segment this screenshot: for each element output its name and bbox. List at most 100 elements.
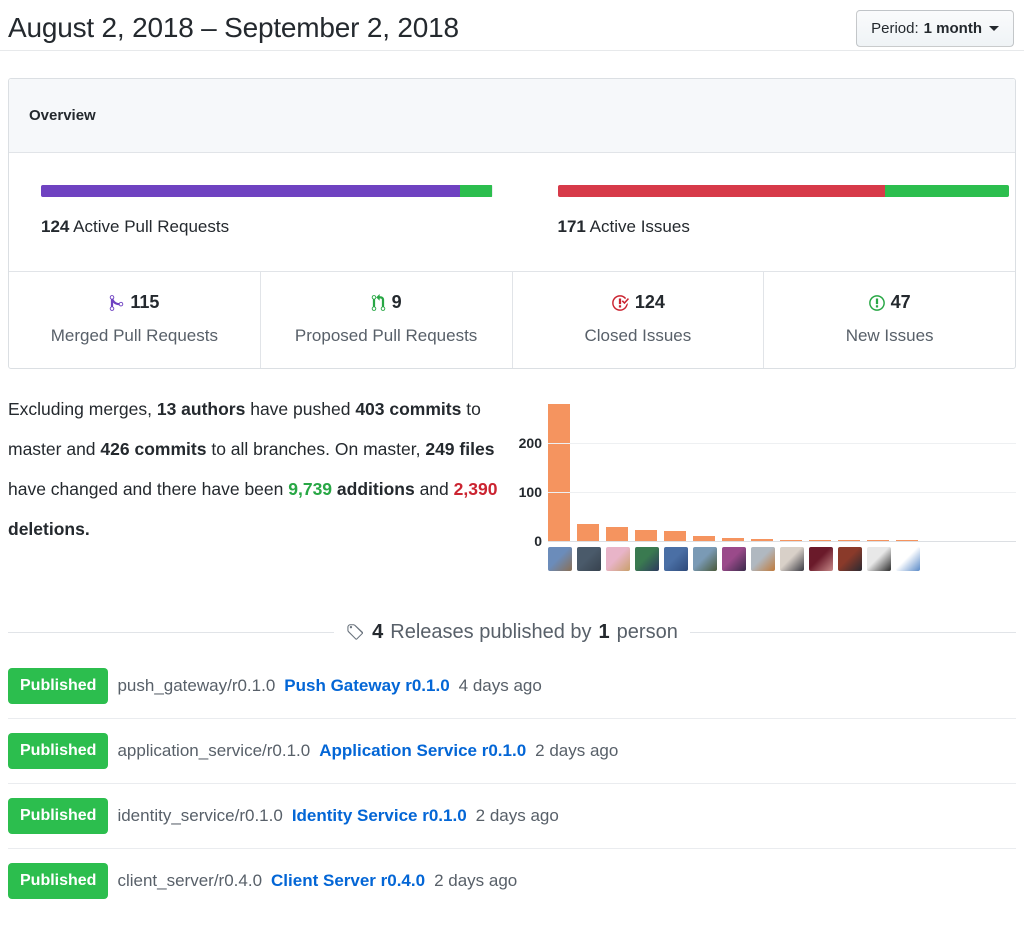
contributor-avatars-row [548,546,1016,571]
contributor-avatar[interactable] [606,546,630,571]
commit-bar[interactable] [751,538,773,542]
deletions-count: 2,390 [453,478,498,499]
issues-progress-bar [557,185,1009,197]
header-rule-right [689,631,1016,633]
active-pull-requests-label: 124 Active Pull Requests [41,217,230,236]
release-title-link[interactable]: Client Server r0.4.0 [271,870,426,890]
release-title-link[interactable]: Application Service r0.1.0 [319,740,527,760]
published-badge: Published [8,797,109,834]
y-tick-label: 0 [534,532,542,549]
git-pull-request-icon [371,293,385,311]
page-title: August 2, 2018 – September 2, 2018 [8,12,459,43]
overview-card: Overview 124 Active Pull Requests 17 [8,78,1016,369]
contributor-avatar[interactable] [722,546,746,571]
release-row: Published application_service/r0.1.0 App… [8,717,1016,783]
commit-bar[interactable] [635,529,657,542]
published-badge: Published [8,667,109,704]
contributor-avatar[interactable] [548,546,572,571]
merged-prs-segment [41,185,460,197]
active-issues-count: 171 [557,217,586,236]
overview-card-title: Overview [9,79,1015,153]
pull-requests-progress-bar [41,185,493,197]
published-badge: Published [8,862,109,899]
contributor-avatar[interactable] [635,546,659,571]
all-branches-commits-count: 426 commits [100,438,207,459]
stat-closed-issues[interactable]: 124 Closed Issues [511,272,764,368]
contributor-avatar[interactable] [809,546,833,571]
commit-summary-text: Excluding merges, 13 authors have pushed… [8,398,498,539]
y-tick-label: 100 [518,483,542,500]
merged-pr-label: Merged Pull Requests [50,325,218,345]
release-tag-name: push_gateway/r0.1.0 [117,675,276,695]
contributor-avatar[interactable] [693,546,717,571]
contributor-avatar[interactable] [780,546,804,571]
y-tick-label: 200 [518,434,542,451]
issues-meter: 171 Active Issues [521,185,1009,239]
active-issues-label: 171 Active Issues [557,217,690,236]
contributor-avatar[interactable] [867,546,891,571]
releases-list: Published push_gateway/r0.1.0 Push Gatew… [8,654,1016,913]
authors-section: Excluding merges, 13 authors have pushed… [8,395,1016,575]
gridline-200 [548,442,1016,444]
commit-bar[interactable] [693,535,715,542]
release-title-link[interactable]: Push Gateway r0.1.0 [284,675,450,695]
period-dropdown-button[interactable]: Period: 1 month [856,10,1014,47]
release-timestamp: 2 days ago [434,870,518,890]
chart-plot [548,395,1016,542]
published-badge: Published [8,732,109,769]
contributor-avatar[interactable] [664,546,688,571]
pull-requests-meter: 124 Active Pull Requests [41,185,521,239]
issue-opened-icon [868,294,885,311]
release-title-link[interactable]: Identity Service r0.1.0 [291,805,467,825]
commit-bar[interactable] [664,530,686,542]
gridline-0 [548,540,1016,542]
new-issues-count: 47 [890,292,911,312]
new-issues-label: New Issues [845,325,934,345]
release-row: Published client_server/r0.4.0 Client Se… [8,847,1016,913]
releases-section-header: 4 Releases published by 1 person [8,621,1016,644]
tag-icon [347,623,364,640]
releases-count: 4 [372,620,384,643]
new-issues-segment [884,185,1009,197]
contributor-avatar[interactable] [838,546,862,571]
stat-new-issues[interactable]: 47 New Issues [763,272,1015,368]
commit-bar[interactable] [606,527,628,542]
release-row: Published push_gateway/r0.1.0 Push Gatew… [8,654,1016,718]
merged-pr-count: 115 [130,292,160,312]
period-label: Period: [871,20,919,37]
proposed-pr-label: Proposed Pull Requests [294,325,478,345]
release-timestamp: 2 days ago [475,805,559,825]
files-changed-count: 249 files [425,438,495,459]
active-pr-count: 124 [41,217,70,236]
proposed-pr-count: 9 [391,292,402,312]
period-value: 1 month [923,20,982,37]
header-rule-left [8,631,335,633]
git-merge-icon [110,294,124,311]
header-divider [0,50,1024,51]
release-timestamp: 4 days ago [458,675,542,695]
release-tag-name: client_server/r0.4.0 [117,870,263,890]
activity-meters: 124 Active Pull Requests 171 Active Issu… [9,153,1015,271]
additions-count: 9,739 [288,478,333,499]
commits-bar-chart: 0 100 200 [518,395,1016,575]
chart-y-axis: 0 100 200 [518,395,548,549]
commit-bar[interactable] [722,537,744,542]
contributor-avatar[interactable] [751,546,775,571]
stat-merged-pull-requests[interactable]: 115 Merged Pull Requests [9,272,260,368]
releases-person-count: 1 [598,620,610,643]
gridline-100 [548,491,1016,493]
issue-closed-icon [611,294,629,311]
closed-issues-count: 124 [634,292,665,312]
release-timestamp: 2 days ago [535,740,619,760]
commit-bar[interactable] [577,524,599,542]
release-row: Published identity_service/r0.1.0 Identi… [8,782,1016,848]
proposed-prs-segment [459,185,493,197]
chart-bars [548,395,1016,542]
chevron-down-icon [989,26,999,31]
overview-stats-row: 115 Merged Pull Requests 9 Proposed Pull… [9,271,1015,368]
commit-bar[interactable] [548,404,570,542]
contributor-avatar[interactable] [577,546,601,571]
master-commits-count: 403 commits [355,398,462,419]
stat-proposed-pull-requests[interactable]: 9 Proposed Pull Requests [259,272,512,368]
contributor-avatar[interactable] [896,546,920,571]
